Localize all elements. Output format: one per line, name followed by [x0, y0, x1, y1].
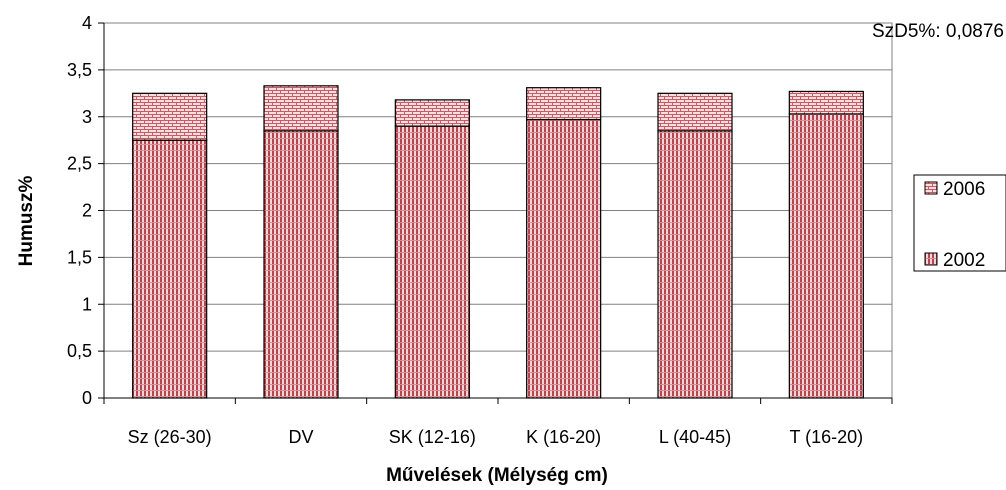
bar-2006 — [526, 87, 602, 121]
y-axis-title: Humusz% — [16, 176, 37, 267]
bar-2002 — [526, 118, 602, 399]
y-tick-label: 3 — [82, 107, 92, 127]
x-tick-label: T (16-20) — [789, 427, 863, 447]
bar-2006 — [657, 92, 733, 132]
bar-2002 — [263, 130, 339, 399]
y-tick-label: 2,5 — [67, 154, 92, 174]
legend: 2006 2002 — [913, 174, 1006, 272]
legend-swatch-2006 — [924, 181, 938, 195]
bar-2002 — [132, 139, 208, 399]
x-axis-title: Művelések (Mélység cm) — [386, 465, 608, 486]
x-tick-label: SK (12-16) — [389, 427, 476, 447]
bar-2006 — [394, 99, 470, 127]
legend-label-2002: 2002 — [943, 250, 985, 271]
legend-label-2006: 2006 — [943, 179, 985, 200]
bar-2006 — [263, 85, 339, 132]
bar-2006 — [788, 90, 864, 115]
significance-annotation: SzD5%: 0,0876 — [872, 21, 1004, 42]
y-tick-label: 0 — [82, 388, 92, 408]
y-tick-label: 1,5 — [67, 247, 92, 267]
x-tick-label: DV — [288, 427, 313, 447]
y-tick-label: 0,5 — [67, 341, 92, 361]
bar-2002 — [788, 113, 864, 399]
x-tick-label: K (16-20) — [526, 427, 601, 447]
bar-2006 — [132, 92, 208, 141]
y-tick-label: 3,5 — [67, 60, 92, 80]
y-tick-label: 1 — [82, 294, 92, 314]
y-tick-label: 2 — [82, 201, 92, 221]
x-tick-label: L (40-45) — [659, 427, 731, 447]
legend-swatch-2002 — [924, 252, 938, 266]
x-tick-label: Sz (26-30) — [128, 427, 212, 447]
y-tick-label: 4 — [82, 13, 92, 33]
bar-2002 — [657, 130, 733, 399]
bar-2002 — [394, 125, 470, 399]
